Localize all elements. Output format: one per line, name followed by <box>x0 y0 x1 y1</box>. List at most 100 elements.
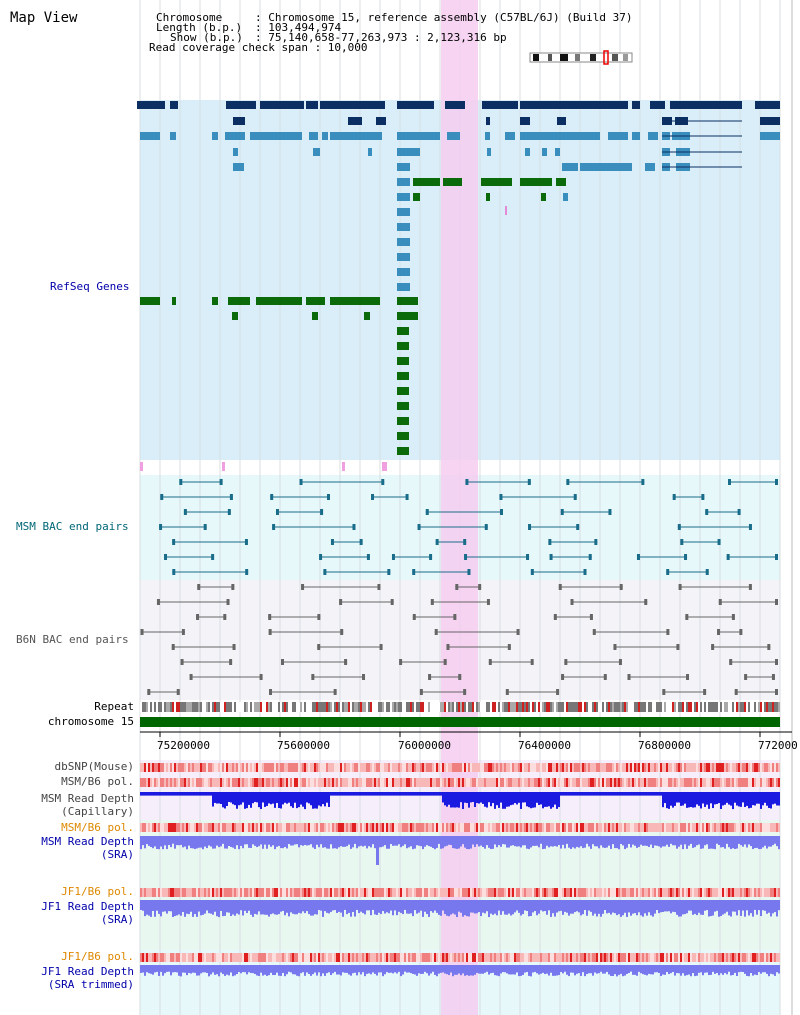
jf1-b6-pol-heat <box>594 888 596 897</box>
dbsnp-heat <box>540 763 542 772</box>
jf1-trimmed-depth-bar <box>690 965 692 977</box>
jf1-sra-depth-bar <box>646 900 648 916</box>
jf1-b6-pol-heat <box>710 888 712 897</box>
jf1-b6-pol-heat <box>602 888 604 897</box>
jf1-trimmed-depth-bar <box>484 965 486 973</box>
b6n-bac-pair-end <box>399 659 403 665</box>
repeat-feature <box>478 702 480 712</box>
msm-b6-pol-sra-heat <box>256 823 258 832</box>
msm-b6-pol-sra-heat <box>466 823 468 832</box>
repeat-feature <box>144 702 146 712</box>
repeat-feature <box>576 702 578 712</box>
jf1-b6-pol-2-heat <box>656 953 658 962</box>
gene-exon <box>650 101 665 109</box>
msm-sra-depth-bar <box>384 836 386 846</box>
track-label-dbsnp[interactable]: dbSNP(Mouse) <box>54 760 134 773</box>
jf1-b6-pol-2-heat <box>168 953 170 962</box>
jf1-b6-pol-heat <box>456 888 458 897</box>
b6n-bac-pair-end <box>434 629 438 635</box>
msm-b6-pol-sra-heat <box>202 823 204 832</box>
gene-exon <box>520 117 530 125</box>
repeat-feature <box>192 702 194 712</box>
repeat-feature <box>444 702 446 712</box>
msm-sra-depth-bar <box>660 836 662 848</box>
jf1-sra-depth-bar <box>232 900 234 915</box>
repeat-feature <box>522 702 524 712</box>
repeat-feature <box>424 702 426 712</box>
jf1-b6-pol-heat <box>332 888 334 897</box>
msm-b6-pol-sra-heat <box>346 823 348 832</box>
track-label-jf1-depth-trimmed[interactable]: JF1 Read Depth <box>41 965 134 978</box>
track-label-repeat[interactable]: Repeat <box>94 700 134 713</box>
dbsnp-heat <box>500 763 502 772</box>
jf1-b6-pol-2-heat <box>700 953 702 962</box>
msm-b6-pol-heat <box>584 778 586 787</box>
track-label-jf1-depth-sra[interactable]: JF1 Read Depth <box>41 900 134 913</box>
jf1-b6-pol-heat <box>534 888 536 897</box>
track-label-refseq[interactable]: RefSeq Genes <box>50 280 130 293</box>
msm-b6-pol-sra-heat <box>602 823 604 832</box>
jf1-b6-pol-heat <box>470 888 472 897</box>
track-label-jf1-b6-pol-2[interactable]: JF1/B6 pol. <box>61 950 134 963</box>
msm-sra-depth-bar <box>274 836 276 850</box>
jf1-sra-depth-bar <box>704 900 706 911</box>
jf1-sra-depth-bar <box>252 900 254 917</box>
dbsnp-heat <box>410 763 412 772</box>
jf1-sra-depth-bar <box>322 900 324 917</box>
msm-sra-depth-bar <box>508 836 510 848</box>
jf1-trimmed-depth-bar <box>236 965 238 975</box>
msm-b6-pol-heat <box>290 778 292 787</box>
track-label-b6n-bac[interactable]: B6N BAC end pairs <box>16 633 129 646</box>
jf1-b6-pol-2-heat <box>264 953 266 962</box>
track-label-msm-depth-sra[interactable]: MSM Read Depth <box>41 835 134 848</box>
jf1-trimmed-depth-bar <box>278 965 280 976</box>
track-label-msm-b6-pol[interactable]: MSM/B6 pol. <box>61 775 134 788</box>
jf1-b6-pol-heat <box>438 888 440 897</box>
msm-b6-pol-sra-heat <box>498 823 500 832</box>
jf1-b6-pol-heat <box>394 888 396 897</box>
jf1-trimmed-depth-bar <box>392 965 394 974</box>
repeat-feature <box>626 702 628 712</box>
msm-b6-pol-sra-heat <box>734 823 736 832</box>
repeat-feature <box>490 702 492 712</box>
track-label-msm-bac[interactable]: MSM BAC end pairs <box>16 520 129 533</box>
repeat-feature <box>502 702 504 712</box>
msm-b6-pol-sra-heat <box>352 823 354 832</box>
jf1-b6-pol-heat <box>704 888 706 897</box>
jf1-trimmed-depth-bar <box>722 965 724 975</box>
jf1-trimmed-depth-bar <box>656 965 658 973</box>
dbsnp-heat <box>162 763 164 772</box>
track-label-msm-b6-pol-sra[interactable]: MSM/B6 pol. <box>61 821 134 834</box>
jf1-trimmed-depth-bar <box>186 965 188 976</box>
jf1-b6-pol-2-heat <box>398 953 400 962</box>
track-label-msm-depth-capillary[interactable]: MSM Read Depth <box>41 792 134 805</box>
msm-sra-depth-bar <box>460 836 462 847</box>
dbsnp-heat <box>190 763 192 772</box>
jf1-b6-pol-2-heat <box>152 953 154 962</box>
msm-bac-pair-end <box>245 569 249 575</box>
msm-capillary-depth-bar <box>374 792 376 796</box>
msm-b6-pol-heat <box>776 778 778 787</box>
repeat-feature <box>532 702 534 712</box>
msm-b6-pol-heat <box>580 778 582 787</box>
msm-bac-pair-end <box>366 554 370 560</box>
msm-b6-pol-sra-heat <box>608 823 610 832</box>
dbsnp-heat <box>674 763 676 772</box>
gene-exon <box>760 132 780 140</box>
msm-b6-pol-sra-heat <box>250 823 252 832</box>
msm-b6-pol-sra-heat <box>280 823 282 832</box>
msm-b6-pol-heat <box>774 778 776 787</box>
track-label-jf1-b6-pol[interactable]: JF1/B6 pol. <box>61 885 134 898</box>
jf1-trimmed-depth-bar <box>442 965 444 973</box>
dbsnp-heat <box>690 763 692 772</box>
dbsnp-heat <box>222 763 224 772</box>
repeat-feature <box>238 702 240 712</box>
jf1-sra-depth-bar <box>296 900 298 915</box>
msm-b6-pol-sra-heat <box>626 823 628 832</box>
jf1-sra-depth-bar <box>554 900 556 917</box>
msm-capillary-depth-bar <box>776 792 778 806</box>
jf1-b6-pol-2-heat <box>346 953 348 962</box>
jf1-trimmed-depth-bar <box>560 965 562 972</box>
repeat-feature <box>198 702 200 712</box>
